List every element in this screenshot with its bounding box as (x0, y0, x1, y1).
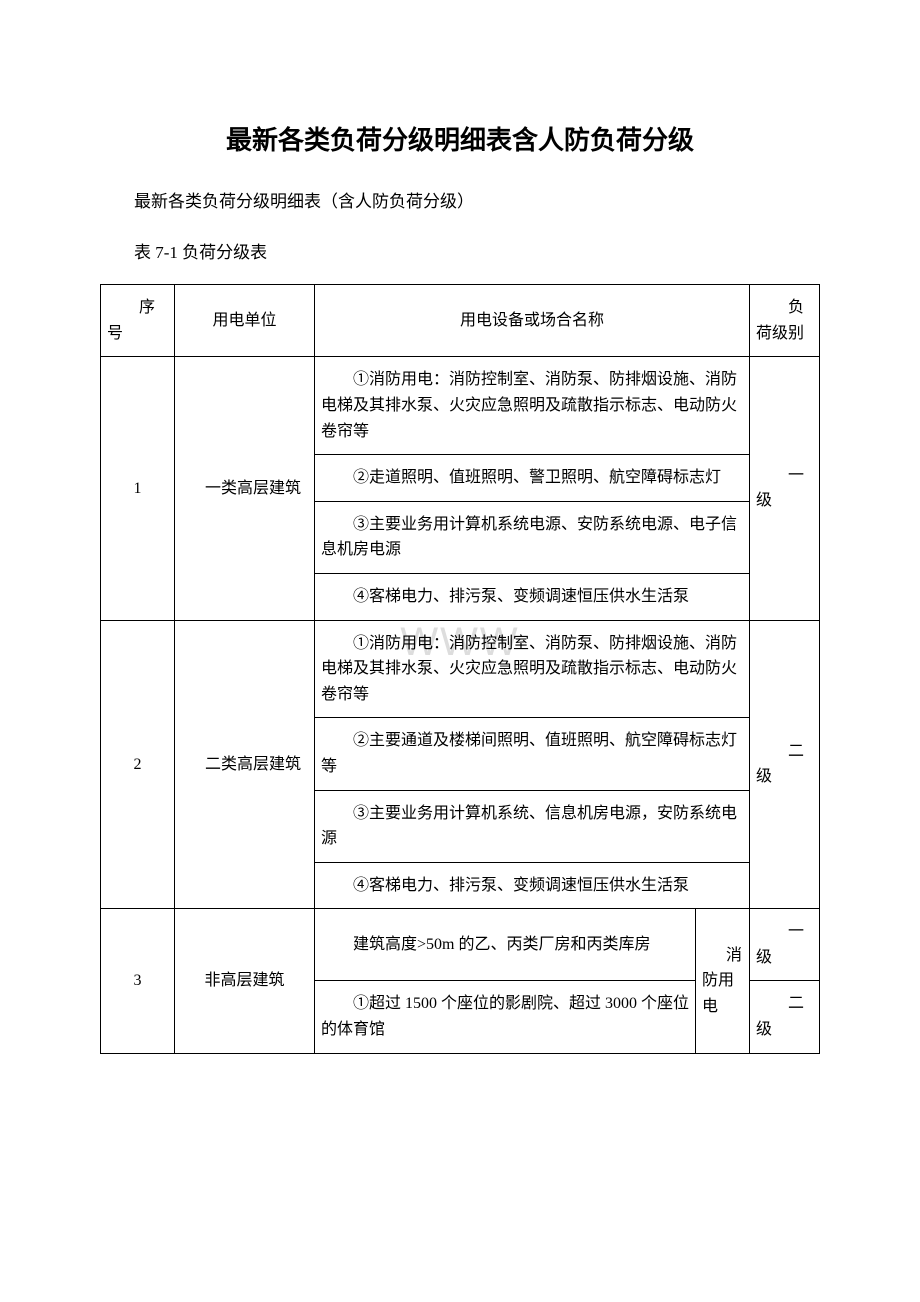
page-title: 最新各类负荷分级明细表含人防负荷分级 (100, 120, 820, 157)
cell-level: 一级 (750, 909, 820, 981)
cell-level: 一级 (750, 357, 820, 620)
cell-seq: 1 (101, 357, 175, 620)
cell-seq: 2 (101, 620, 175, 909)
cell-content: 建筑高度>50m 的乙、丙类厂房和丙类库房 (315, 909, 696, 981)
header-content: 用电设备或场合名称 (315, 285, 750, 357)
cell-content: ④客梯电力、排污泵、变频调速恒压供水生活泵 (315, 573, 750, 620)
cell-content: ②主要通道及楼梯间照明、值班照明、航空障碍标志灯等 (315, 718, 750, 790)
cell-level: 二级 (750, 620, 820, 909)
cell-unit: 非高层建筑 (175, 909, 315, 1053)
cell-unit: 二类高层建筑 (175, 620, 315, 909)
cell-content: ①消防用电：消防控制室、消防泵、防排烟设施、消防电梯及其排水泵、火灾应急照明及疏… (315, 620, 750, 718)
cell-unit: 一类高层建筑 (175, 357, 315, 620)
cell-level: 二级 (750, 981, 820, 1053)
subtitle: 最新各类负荷分级明细表（含人防负荷分级） (100, 187, 820, 218)
table-header-row: 序号 用电单位 用电设备或场合名称 负荷级别 (101, 285, 820, 357)
cell-content: ②走道照明、值班照明、警卫照明、航空障碍标志灯 (315, 455, 750, 502)
header-unit: 用电单位 (175, 285, 315, 357)
table-row: 1 一类高层建筑 ①消防用电：消防控制室、消防泵、防排烟设施、消防电梯及其排水泵… (101, 357, 820, 455)
cell-side: 消防用电 (696, 909, 750, 1053)
cell-content: ③主要业务用计算机系统电源、安防系统电源、电子信息机房电源 (315, 501, 750, 573)
cell-content: ④客梯电力、排污泵、变频调速恒压供水生活泵 (315, 862, 750, 909)
cell-content: ③主要业务用计算机系统、信息机房电源，安防系统电源 (315, 790, 750, 862)
table-caption: 表 7-1 负荷分级表 (100, 238, 820, 269)
cell-content: ①超过 1500 个座位的影剧院、超过 3000 个座位的体育馆 (315, 981, 696, 1053)
table-row: 3 非高层建筑 建筑高度>50m 的乙、丙类厂房和丙类库房 消防用电 一级 (101, 909, 820, 981)
header-level: 负荷级别 (750, 285, 820, 357)
cell-seq: 3 (101, 909, 175, 1053)
table-row: 2 二类高层建筑 ①消防用电：消防控制室、消防泵、防排烟设施、消防电梯及其排水泵… (101, 620, 820, 718)
cell-content: ①消防用电：消防控制室、消防泵、防排烟设施、消防电梯及其排水泵、火灾应急照明及疏… (315, 357, 750, 455)
header-seq: 序号 (101, 285, 175, 357)
load-grade-table: 序号 用电单位 用电设备或场合名称 负荷级别 1 一类高层建筑 ①消防用电：消防… (100, 284, 820, 1053)
